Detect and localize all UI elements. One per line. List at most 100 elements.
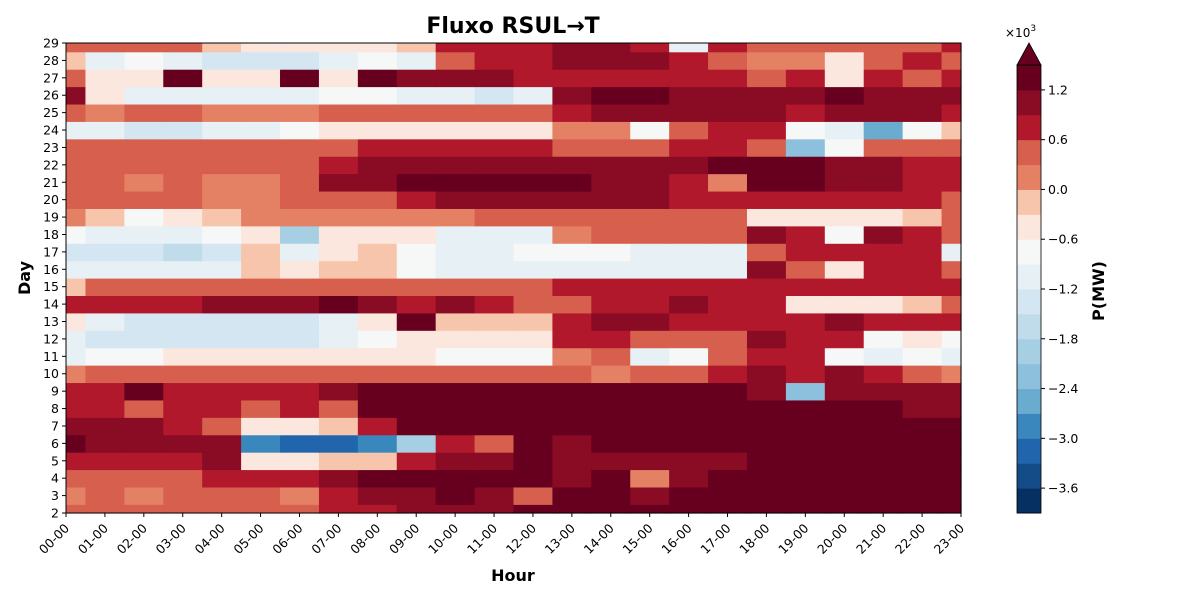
heatmap-cell	[552, 434, 592, 453]
heatmap-cell	[591, 43, 631, 53]
heatmap-cell	[552, 399, 592, 418]
heatmap-cell	[202, 243, 242, 262]
heatmap-cell	[941, 382, 962, 401]
heatmap-cell	[630, 469, 670, 488]
heatmap-cell	[902, 173, 943, 192]
heatmap-cell	[513, 382, 554, 401]
heatmap-cell	[941, 69, 962, 88]
heatmap-cell	[669, 330, 709, 349]
heatmap-cell	[280, 103, 320, 122]
heatmap-cell	[318, 278, 359, 297]
heatmap-cell	[66, 347, 87, 366]
heatmap-cell	[591, 469, 631, 488]
heatmap-cell	[163, 417, 203, 436]
heatmap-cell	[513, 156, 554, 175]
heatmap-cell	[474, 295, 515, 314]
heatmap-cell	[824, 69, 865, 88]
heatmap-cell	[163, 330, 203, 349]
heatmap-cell	[552, 452, 592, 471]
heatmap-cell	[552, 486, 592, 505]
heatmap-cell	[474, 225, 515, 244]
heatmap-cell	[630, 382, 670, 401]
heatmap-cell	[280, 243, 320, 262]
y-tick-label: 18	[43, 227, 59, 242]
heatmap-cell	[435, 434, 476, 453]
heatmap-cell	[630, 86, 670, 105]
heatmap-cell	[513, 225, 554, 244]
heatmap-cell	[280, 69, 320, 88]
heatmap-cell	[746, 452, 787, 471]
heatmap-cell	[124, 190, 164, 209]
heatmap-cell	[785, 243, 826, 262]
colorbar-tick-label: −1.2	[1048, 282, 1078, 297]
heatmap-cell	[202, 469, 242, 488]
heatmap-cell	[746, 225, 787, 244]
heatmap-cell	[202, 278, 242, 297]
heatmap-cell	[318, 365, 359, 384]
heatmap-cell	[863, 295, 904, 314]
heatmap-cell	[708, 173, 748, 192]
heatmap-cell	[746, 173, 787, 192]
heatmap-cell	[163, 365, 203, 384]
heatmap-cell	[785, 469, 826, 488]
heatmap-cell	[124, 504, 164, 514]
x-tick-label: 17-00	[697, 520, 733, 556]
heatmap-cell	[202, 295, 242, 314]
heatmap-cell	[863, 365, 904, 384]
colorbar-tick-label: −1.8	[1048, 331, 1078, 346]
heatmap-cell	[591, 69, 631, 88]
heatmap-cell	[396, 347, 437, 366]
heatmap-cell	[941, 312, 962, 331]
heatmap-cell	[202, 190, 242, 209]
heatmap-cell	[669, 486, 709, 505]
heatmap-cell	[163, 347, 203, 366]
heatmap-cell	[280, 138, 320, 157]
heatmap-cell	[824, 399, 865, 418]
heatmap-cell	[552, 43, 592, 53]
heatmap-cell	[785, 486, 826, 505]
heatmap-cell	[669, 434, 709, 453]
heatmap-cell	[941, 278, 962, 297]
heatmap-cell	[280, 208, 320, 227]
heatmap-cell	[746, 469, 787, 488]
heatmap-cell	[163, 452, 203, 471]
heatmap-cell	[163, 138, 203, 157]
heatmap-cell	[202, 260, 242, 279]
heatmap-cell	[669, 399, 709, 418]
heatmap-cell	[66, 243, 87, 262]
heatmap-cell	[708, 156, 748, 175]
heatmap-cell	[902, 43, 943, 53]
heatmap-cell	[513, 243, 554, 262]
heatmap-cell	[396, 365, 437, 384]
heatmap-cell	[202, 69, 242, 88]
heatmap-cell	[591, 138, 631, 157]
heatmap-cell	[785, 156, 826, 175]
heatmap-cell	[202, 86, 242, 105]
heatmap-cell	[746, 434, 787, 453]
heatmap-cell	[202, 486, 242, 505]
heatmap-cell	[824, 260, 865, 279]
heatmap-cell	[357, 486, 398, 505]
heatmap-cell	[785, 365, 826, 384]
heatmap-cell	[669, 243, 709, 262]
heatmap-cell	[630, 208, 670, 227]
heatmap-cell	[66, 225, 87, 244]
heatmap-cell	[318, 330, 359, 349]
heatmap-cell	[318, 138, 359, 157]
heatmap-cell	[318, 434, 359, 453]
heatmap-cell	[280, 365, 320, 384]
heatmap-cell	[591, 103, 631, 122]
heatmap-cell	[396, 330, 437, 349]
heatmap-cell	[630, 312, 670, 331]
heatmap-cell	[124, 469, 164, 488]
heatmap-cell	[85, 225, 125, 244]
heatmap-cell	[552, 51, 592, 70]
colorbar-segment	[1017, 65, 1041, 91]
heatmap-cell	[591, 312, 631, 331]
heatmap-cell	[591, 121, 631, 140]
heatmap-cell	[863, 347, 904, 366]
heatmap-cell	[863, 138, 904, 157]
heatmap-cell	[630, 260, 670, 279]
heatmap-cell	[552, 103, 592, 122]
heatmap-cell	[66, 190, 87, 209]
